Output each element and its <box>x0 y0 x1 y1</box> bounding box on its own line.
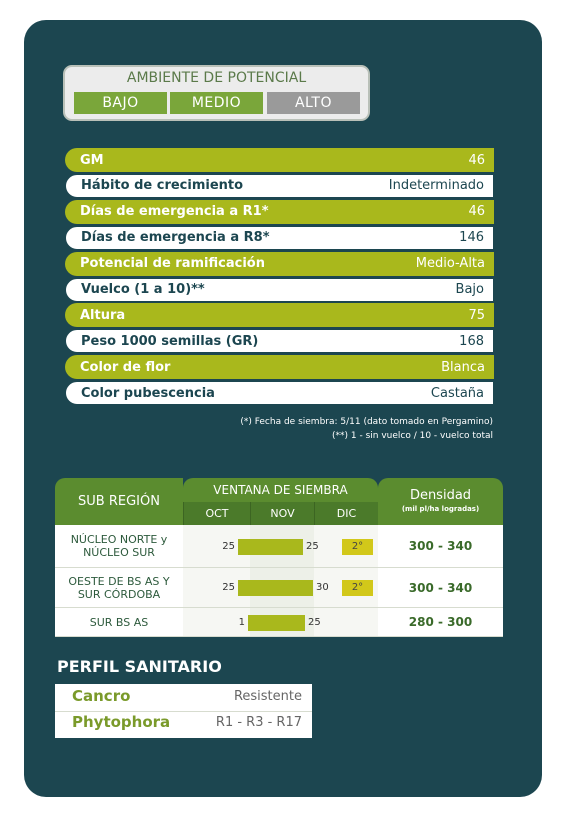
level-button: ALTO <box>267 92 360 114</box>
trait-row: Peso 1000 semillas (GR) 168 <box>65 329 494 354</box>
trait-row: Altura 75 <box>65 303 494 328</box>
trait-value: Medio-Alta <box>415 256 485 272</box>
sanidad-title: PERFIL SANITARIO <box>57 657 222 676</box>
trait-label: Días de emergencia a R1* <box>80 204 269 220</box>
start-day: 1 <box>238 616 245 628</box>
sanidad-value: R1 - R3 - R17 <box>215 715 302 730</box>
region-cell: OESTE DE BS AS Y SUR CÓRDOBA <box>55 568 183 608</box>
trait-row: Color pubescencia Castaña <box>65 381 494 406</box>
sanidad-label: Phytophora <box>72 713 171 731</box>
trait-row: Vuelco (1 a 10)** Bajo <box>65 277 494 302</box>
divider <box>55 711 312 712</box>
trait-value: Blanca <box>441 359 485 375</box>
window-bar <box>248 614 305 631</box>
densidad-cell: 300 - 340 <box>378 525 503 568</box>
trait-row: Hábito de crecimiento Indeterminado <box>65 173 494 198</box>
ventana-header: VENTANA DE SIEMBRA <box>183 478 378 502</box>
trait-value: Bajo <box>455 282 484 297</box>
level-button: MEDIO <box>170 92 263 114</box>
month-header: OCT <box>183 502 250 525</box>
trait-label: Vuelco (1 a 10)** <box>81 282 205 297</box>
trait-label: GM <box>80 152 104 168</box>
trait-row: Días de emergencia a R8* 146 <box>65 225 494 250</box>
start-day: 25 <box>222 582 235 593</box>
trait-row: Días de emergencia a R1* 46 <box>65 199 494 224</box>
densidad-header: Densidad <box>378 478 503 525</box>
trait-label: Color de flor <box>80 359 171 375</box>
region-cell: SUR BS AS <box>55 608 183 637</box>
region-cell: NÚCLEO NORTE y NÚCLEO SUR <box>55 525 183 568</box>
level-button: BAJO <box>74 92 167 114</box>
trait-value: 75 <box>468 307 485 323</box>
trait-value: 46 <box>468 152 485 168</box>
month-header: NOV <box>250 502 314 525</box>
trait-value: Castaña <box>430 385 484 401</box>
start-day: 25 <box>222 540 235 552</box>
trait-label: Potencial de ramificación <box>80 256 265 272</box>
trait-row: Potencial de ramificación Medio-Alta <box>65 251 494 276</box>
trait-value: Indeterminado <box>388 178 484 194</box>
trait-label: Hábito de crecimiento <box>81 178 244 194</box>
trait-value: 46 <box>468 204 485 220</box>
window-bar <box>238 538 303 555</box>
end-day: 25 <box>308 616 321 628</box>
trait-label: Altura <box>80 307 126 323</box>
region-header: SUB REGIÓN <box>55 478 183 525</box>
second-crop: 2° <box>342 580 373 596</box>
densidad-cell: 300 - 340 <box>378 568 503 608</box>
trait-row: Color de flor Blanca <box>65 355 494 380</box>
note: (*) Fecha de siembra: 5/11 (dato tomado … <box>240 417 493 427</box>
sanidad-label: Cancro <box>72 687 131 705</box>
densidad-cell: 280 - 300 <box>378 608 503 637</box>
month-header: DIC <box>314 502 378 525</box>
trait-label: Días de emergencia a R8* <box>81 230 270 246</box>
card <box>24 20 542 797</box>
trait-label: Peso 1000 semillas (GR) <box>81 333 259 349</box>
second-crop: 2° <box>342 538 373 555</box>
ambiente-title: AMBIENTE DE POTENCIAL <box>126 70 307 86</box>
end-day: 25 <box>306 540 319 552</box>
trait-row: GM 46 <box>65 148 494 172</box>
end-day: 30 <box>316 582 329 593</box>
trait-label: Color pubescencia <box>81 385 215 401</box>
trait-value: 168 <box>459 333 484 349</box>
sanidad-value: Resistente <box>233 689 302 704</box>
note: (**) 1 - sin vuelco / 10 - vuelco total <box>332 431 493 441</box>
trait-value: 146 <box>459 230 484 246</box>
densidad-sub: (mil pl/ha logradas) <box>401 505 480 513</box>
window-bar <box>238 580 313 596</box>
